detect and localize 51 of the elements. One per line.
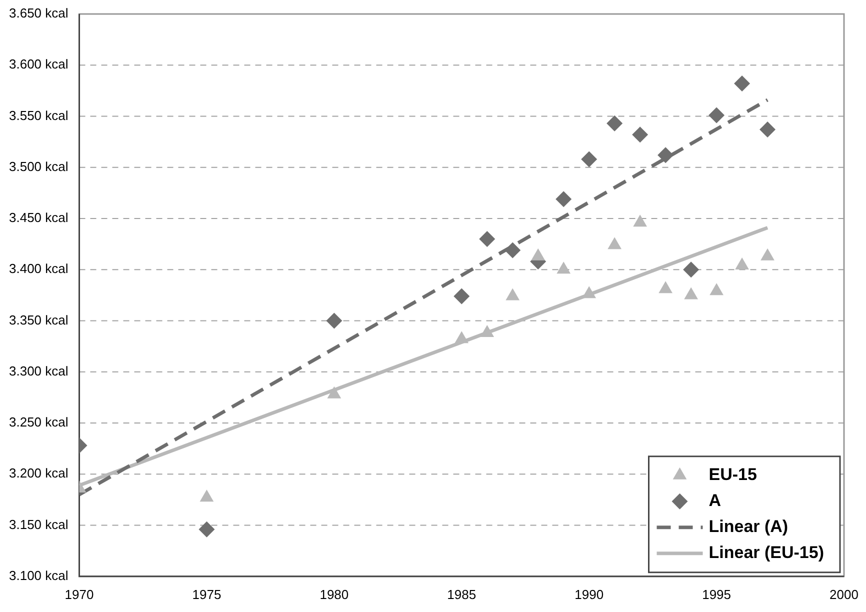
point bbox=[735, 258, 749, 270]
point bbox=[632, 126, 648, 143]
y-tick-label: 3.350 kcal bbox=[8, 312, 68, 328]
point bbox=[684, 287, 698, 300]
point bbox=[479, 230, 496, 247]
point bbox=[633, 214, 647, 227]
point bbox=[454, 288, 470, 304]
y-tick-label: 3.250 kcal bbox=[8, 414, 68, 430]
y-tick-label: 3.150 kcal bbox=[8, 516, 68, 532]
y-tick-label: 3.200 kcal bbox=[8, 466, 68, 481]
point bbox=[683, 262, 700, 278]
legend-label: EU-15 bbox=[708, 465, 757, 484]
point bbox=[327, 386, 342, 398]
y-tick-label: 3.650 kcal bbox=[8, 6, 68, 21]
legend-label: Linear (EU-15) bbox=[708, 543, 824, 562]
x-tick-label: 1985 bbox=[447, 586, 476, 602]
point bbox=[582, 286, 596, 298]
point bbox=[608, 237, 622, 250]
y-tick-label: 3.400 kcal bbox=[8, 261, 68, 276]
point bbox=[658, 281, 672, 294]
y-tick-label: 3.500 kcal bbox=[8, 158, 68, 174]
point bbox=[760, 248, 774, 260]
x-tick-label: 2000 bbox=[830, 586, 858, 602]
y-tick-label: 3.300 kcal bbox=[8, 363, 68, 378]
point bbox=[454, 331, 469, 344]
point bbox=[506, 288, 520, 300]
x-tick-label: 1995 bbox=[702, 586, 732, 602]
point bbox=[760, 122, 776, 138]
point bbox=[556, 262, 571, 274]
x-tick-label: 1980 bbox=[320, 586, 349, 602]
x-tick-label: 1975 bbox=[192, 586, 222, 602]
point bbox=[531, 248, 546, 260]
legend-label: Linear (A) bbox=[708, 517, 788, 536]
y-tick-label: 3.450 kcal bbox=[8, 210, 68, 226]
point bbox=[556, 191, 572, 208]
y-tick-label: 3.100 kcal bbox=[8, 568, 68, 583]
point bbox=[606, 115, 623, 132]
point bbox=[581, 151, 598, 168]
point bbox=[504, 242, 521, 258]
point bbox=[710, 283, 724, 296]
point bbox=[480, 325, 494, 338]
x-tick-label: 1970 bbox=[64, 586, 94, 602]
x-tick-label: 1990 bbox=[574, 586, 604, 602]
point bbox=[200, 490, 214, 502]
point bbox=[734, 76, 750, 92]
point bbox=[658, 147, 674, 164]
legend-label: A bbox=[708, 491, 722, 510]
y-tick-label: 3.550 kcal bbox=[8, 108, 68, 123]
point bbox=[326, 312, 342, 329]
point bbox=[708, 107, 725, 124]
y-tick-label: 3.600 kcal bbox=[8, 56, 68, 72]
